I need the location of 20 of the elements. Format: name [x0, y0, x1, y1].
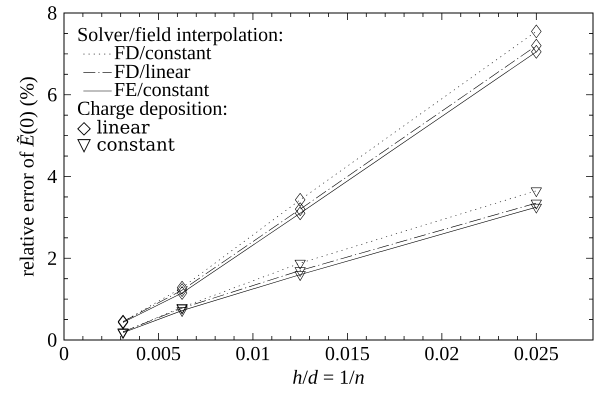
y-axis-title: relative error of Ẽ(0) (%): [16, 77, 38, 276]
y-tick-label: 8: [48, 6, 56, 20]
annotation: ▽ constant: [77, 138, 175, 153]
y-tick-label: 2: [48, 252, 56, 265]
x-tick-label: 0.02: [425, 346, 458, 360]
x-axis-title: h/d = 1/n: [293, 370, 364, 384]
annotation: Charge deposition:: [78, 101, 226, 120]
legend-title: Solver/field interpolation:: [78, 26, 282, 46]
legend-label: FE/constant: [114, 82, 210, 96]
x-tick-label: 0.015: [326, 346, 370, 360]
x-tick-label: 0.005: [136, 346, 180, 360]
x-tick-label: 0.01: [236, 346, 270, 360]
legend-label: FD/linear: [114, 64, 190, 78]
y-tick-label: 6: [48, 88, 57, 102]
annotation: ◇ linear: [77, 120, 150, 136]
x-tick-label: 0: [60, 346, 68, 360]
y-tick-label: 0: [48, 333, 56, 347]
y-tick-label: 4: [48, 170, 57, 184]
legend-label: FD/constant: [114, 46, 212, 60]
x-tick-label: 0.025: [514, 346, 558, 360]
